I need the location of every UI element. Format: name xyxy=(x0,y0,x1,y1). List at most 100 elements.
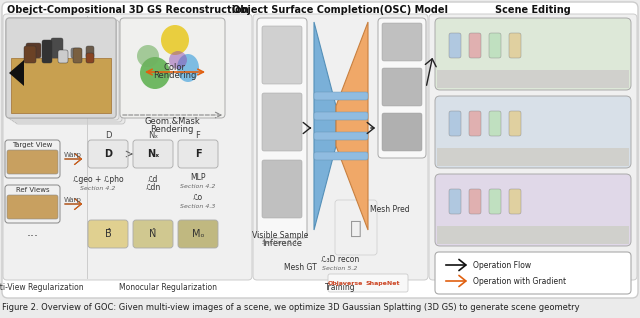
FancyBboxPatch shape xyxy=(435,18,631,90)
Text: Mₒ: Mₒ xyxy=(192,229,204,239)
Ellipse shape xyxy=(137,45,159,67)
FancyBboxPatch shape xyxy=(12,22,122,122)
FancyBboxPatch shape xyxy=(178,140,218,168)
Text: Section 4.3: Section 4.3 xyxy=(180,204,216,209)
Text: Target View: Target View xyxy=(12,142,52,148)
Text: Object Surface Completion(OSC) Model: Object Surface Completion(OSC) Model xyxy=(232,5,449,15)
Text: ShapeNet: ShapeNet xyxy=(365,280,400,286)
Text: ℒo: ℒo xyxy=(193,193,203,203)
Text: Geom.&Mask: Geom.&Mask xyxy=(144,117,200,127)
Text: N̂: N̂ xyxy=(149,229,157,239)
Text: Section 4.2: Section 4.2 xyxy=(80,185,116,190)
Ellipse shape xyxy=(169,51,187,69)
FancyBboxPatch shape xyxy=(120,18,225,118)
FancyBboxPatch shape xyxy=(469,189,481,214)
FancyBboxPatch shape xyxy=(449,189,461,214)
Text: ℒdn: ℒdn xyxy=(145,183,161,192)
FancyBboxPatch shape xyxy=(3,14,252,280)
Text: Rendering: Rendering xyxy=(154,72,196,80)
Polygon shape xyxy=(11,58,111,113)
FancyBboxPatch shape xyxy=(328,274,408,292)
FancyBboxPatch shape xyxy=(449,111,461,136)
FancyBboxPatch shape xyxy=(435,174,631,246)
FancyBboxPatch shape xyxy=(262,93,302,151)
Text: Scene Editing: Scene Editing xyxy=(495,5,571,15)
FancyBboxPatch shape xyxy=(469,111,481,136)
FancyBboxPatch shape xyxy=(7,195,58,219)
FancyBboxPatch shape xyxy=(489,33,501,58)
Text: Figure 2. Overview of GOC: Given multi-view images of a scene, we optimize 3D Ga: Figure 2. Overview of GOC: Given multi-v… xyxy=(2,303,580,313)
Text: Ref Views: Ref Views xyxy=(16,187,49,193)
FancyBboxPatch shape xyxy=(257,18,307,238)
FancyBboxPatch shape xyxy=(435,96,631,168)
FancyBboxPatch shape xyxy=(382,68,422,106)
Polygon shape xyxy=(14,63,108,113)
Polygon shape xyxy=(437,148,629,166)
Text: Section 5.1: Section 5.1 xyxy=(262,240,298,245)
FancyBboxPatch shape xyxy=(253,14,428,280)
FancyBboxPatch shape xyxy=(509,33,521,58)
FancyBboxPatch shape xyxy=(314,112,368,120)
FancyBboxPatch shape xyxy=(435,252,631,294)
FancyBboxPatch shape xyxy=(5,185,60,223)
Text: Mesh GT: Mesh GT xyxy=(284,264,316,273)
Polygon shape xyxy=(336,22,368,230)
FancyBboxPatch shape xyxy=(489,189,501,214)
FancyBboxPatch shape xyxy=(469,33,481,58)
Text: B̂: B̂ xyxy=(104,229,111,239)
FancyBboxPatch shape xyxy=(489,111,501,136)
Ellipse shape xyxy=(177,54,199,82)
FancyBboxPatch shape xyxy=(133,220,173,248)
Text: Warp: Warp xyxy=(64,197,82,203)
FancyBboxPatch shape xyxy=(2,2,638,298)
Text: MLP: MLP xyxy=(190,174,205,183)
Text: F: F xyxy=(196,132,200,141)
Text: Obejct-Compositional 3D GS Reconstruction: Obejct-Compositional 3D GS Reconstructio… xyxy=(6,5,248,15)
FancyBboxPatch shape xyxy=(262,160,302,218)
FancyBboxPatch shape xyxy=(15,24,125,124)
FancyBboxPatch shape xyxy=(88,140,128,168)
Text: Section 4.2: Section 4.2 xyxy=(180,183,216,189)
FancyBboxPatch shape xyxy=(5,140,60,178)
FancyBboxPatch shape xyxy=(509,189,521,214)
FancyBboxPatch shape xyxy=(429,14,637,280)
FancyBboxPatch shape xyxy=(378,18,426,158)
FancyBboxPatch shape xyxy=(6,18,116,118)
Ellipse shape xyxy=(161,25,189,55)
Text: ...: ... xyxy=(26,225,38,238)
FancyBboxPatch shape xyxy=(42,40,52,63)
Text: 🐇: 🐇 xyxy=(350,218,362,238)
Text: Operation Flow: Operation Flow xyxy=(473,260,531,269)
Text: Inference: Inference xyxy=(262,239,302,248)
Polygon shape xyxy=(314,22,336,230)
Text: Mesh Pred: Mesh Pred xyxy=(370,205,410,215)
FancyBboxPatch shape xyxy=(7,150,58,174)
Text: Training: Training xyxy=(325,282,356,292)
FancyBboxPatch shape xyxy=(449,33,461,58)
FancyBboxPatch shape xyxy=(314,132,368,140)
Text: D: D xyxy=(105,132,111,141)
Text: Color: Color xyxy=(164,64,186,73)
FancyBboxPatch shape xyxy=(382,23,422,61)
Text: Warp: Warp xyxy=(64,152,82,158)
FancyBboxPatch shape xyxy=(314,152,368,160)
FancyBboxPatch shape xyxy=(9,20,119,120)
Text: F: F xyxy=(195,149,202,159)
Text: Rendering: Rendering xyxy=(150,126,194,135)
Ellipse shape xyxy=(140,57,170,89)
FancyBboxPatch shape xyxy=(26,43,41,58)
FancyBboxPatch shape xyxy=(51,38,63,58)
Text: Visible Sample: Visible Sample xyxy=(252,231,308,239)
Text: Operation with Gradient: Operation with Gradient xyxy=(473,276,566,286)
FancyBboxPatch shape xyxy=(509,111,521,136)
Text: Nₓ: Nₓ xyxy=(148,132,158,141)
FancyBboxPatch shape xyxy=(58,50,68,63)
Polygon shape xyxy=(9,60,24,86)
FancyBboxPatch shape xyxy=(178,220,218,248)
Polygon shape xyxy=(437,226,629,244)
Text: ℒgeo + ℒpho: ℒgeo + ℒpho xyxy=(73,176,124,184)
FancyBboxPatch shape xyxy=(382,113,422,151)
FancyBboxPatch shape xyxy=(86,53,94,63)
FancyBboxPatch shape xyxy=(335,200,377,255)
Text: Multi-View Regularization: Multi-View Regularization xyxy=(0,282,84,292)
